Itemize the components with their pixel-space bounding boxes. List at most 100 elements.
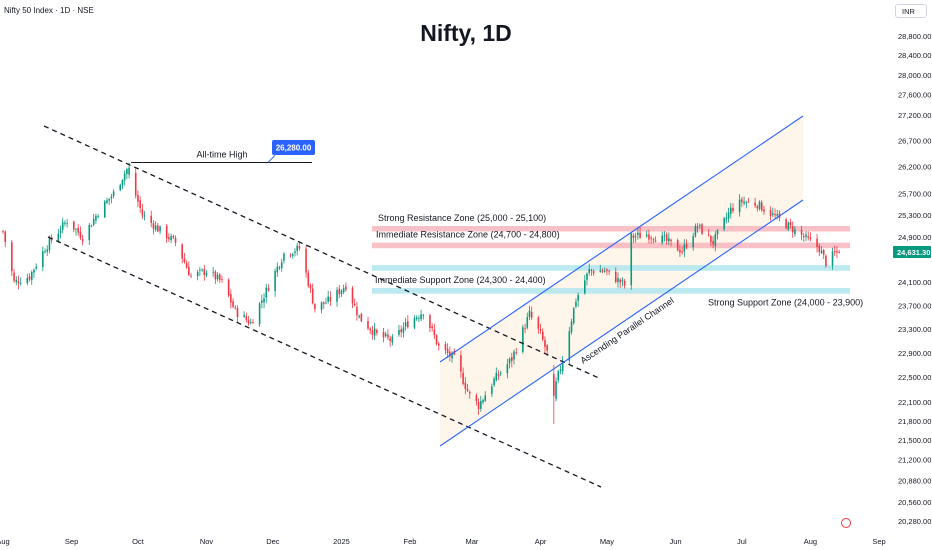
candle-body — [431, 326, 433, 329]
candle-body — [606, 269, 608, 272]
candle-body — [143, 215, 146, 217]
candle-body — [833, 251, 836, 253]
candle-body — [825, 255, 827, 266]
candle-body — [199, 269, 201, 271]
candle-body — [137, 194, 139, 202]
candle-body — [77, 227, 80, 233]
candle-body — [468, 391, 471, 394]
tradingview-logo-icon[interactable] — [841, 518, 851, 528]
candle-body — [232, 301, 234, 307]
currency-selector[interactable]: INR — [895, 4, 927, 18]
candle-body — [692, 236, 694, 248]
candle-body — [528, 310, 531, 318]
candle-body — [557, 371, 560, 381]
candle-body — [822, 249, 825, 255]
candle-body — [413, 318, 416, 328]
candle-body — [608, 270, 610, 272]
candle-body — [373, 328, 376, 336]
candle-body — [205, 272, 208, 276]
candle-body — [699, 224, 701, 226]
x-tick-label: 2025 — [333, 537, 350, 546]
candle-body — [707, 234, 710, 236]
candle-body — [807, 236, 810, 238]
candle-body — [90, 225, 93, 227]
x-tick-label: Sep — [65, 537, 78, 546]
candle-body — [19, 283, 22, 285]
candle-body — [265, 287, 268, 298]
candle-body — [683, 244, 686, 252]
candle-body — [61, 222, 64, 230]
candle-body — [249, 322, 252, 324]
candle-body — [28, 276, 31, 280]
candle-body — [404, 322, 407, 327]
candle-body — [309, 285, 312, 289]
y-tick-label: 21,500.00 — [898, 436, 931, 445]
ath-badge — [272, 140, 315, 155]
candle-body — [296, 245, 299, 251]
candle-body — [637, 232, 639, 236]
candle-body — [17, 281, 20, 284]
candle-body — [785, 219, 787, 229]
candle-body — [276, 266, 279, 273]
candle-body — [663, 235, 666, 237]
candle-body — [495, 372, 498, 381]
candle-body — [679, 249, 681, 253]
candle-body — [561, 361, 564, 371]
candle-body — [743, 201, 745, 204]
candle-body — [35, 266, 37, 269]
candle-body — [774, 214, 776, 216]
candle-body — [820, 250, 823, 254]
candle-body — [772, 213, 774, 215]
ath-badge-pointer — [267, 155, 276, 163]
candle-body — [66, 222, 68, 224]
last-price-badge — [893, 246, 931, 259]
x-tick-label: Dec — [266, 537, 280, 546]
candle-body — [418, 317, 420, 319]
candle-body — [513, 351, 515, 360]
candle-body — [88, 224, 91, 241]
candle-body — [338, 288, 341, 295]
candle-body — [477, 401, 480, 409]
candle-body — [367, 320, 369, 329]
candle-body — [108, 198, 110, 201]
candle-body — [676, 240, 679, 251]
last-price-label: 24,631.30 — [897, 248, 930, 257]
candle-body — [170, 236, 172, 241]
candle-body — [639, 232, 641, 238]
descending-channel-lower — [47, 236, 602, 488]
x-tick-label: Mar — [466, 537, 479, 546]
candle-body — [267, 288, 270, 291]
candle-body — [11, 242, 13, 272]
candle-body — [168, 237, 170, 240]
x-tick-label: Apr — [535, 537, 547, 546]
candle-body — [789, 222, 792, 226]
candle-body — [336, 289, 338, 302]
candle-body — [758, 201, 761, 209]
candle-body — [294, 251, 296, 254]
candle-body — [227, 279, 230, 296]
candle-body — [216, 274, 219, 279]
candle-body — [106, 200, 108, 203]
y-tick-label: 28,000.00 — [898, 71, 931, 80]
candle-body — [738, 199, 741, 213]
candle-body — [181, 244, 183, 259]
candle-body — [44, 251, 46, 253]
candle-body — [212, 271, 214, 273]
ath-value: 26,280.00 — [276, 144, 312, 153]
candle-body — [546, 345, 548, 351]
candle-body — [464, 382, 467, 389]
candle-body — [59, 230, 62, 233]
y-tick-label: 21,200.00 — [898, 455, 931, 464]
candle-body — [760, 202, 763, 211]
candle-body — [725, 217, 728, 220]
candle-body — [451, 352, 453, 359]
zone-label-0: Strong Resistance Zone (25,000 - 25,100) — [378, 213, 546, 223]
candle-body — [652, 239, 655, 241]
candle-body — [298, 246, 301, 249]
zone-resistance-0 — [372, 225, 850, 232]
candle-body — [342, 288, 345, 293]
candle-body — [590, 270, 593, 271]
candle-body — [802, 236, 805, 238]
candle-body — [119, 184, 122, 191]
